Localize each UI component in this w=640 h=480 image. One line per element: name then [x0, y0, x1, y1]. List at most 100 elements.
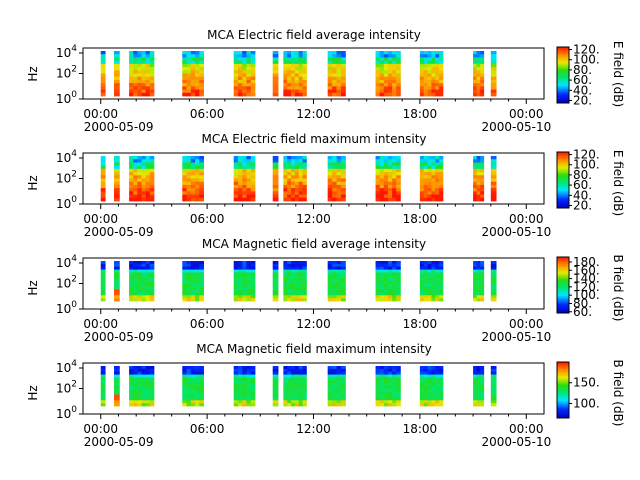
- spectrogram-cell: [480, 172, 485, 176]
- spectrogram-cell: [298, 283, 303, 288]
- spectrogram-cell: [383, 397, 389, 401]
- spectrogram-cell: [392, 92, 397, 97]
- colorbar-segment: [557, 163, 569, 165]
- spectrogram-cell: [272, 377, 279, 381]
- spectrogram-cell: [137, 188, 142, 192]
- spectrogram-cell: [435, 89, 440, 94]
- spectrogram-cell: [336, 286, 342, 290]
- spectrogram-cell: [149, 159, 155, 163]
- spectrogram-cell: [480, 51, 485, 55]
- colorbar-tick-label: 60.: [573, 73, 592, 87]
- spectrogram-cell: [294, 298, 300, 302]
- spectrogram-cell: [387, 278, 393, 282]
- spectrogram-cell: [250, 60, 256, 65]
- spectrogram-cell: [476, 295, 481, 299]
- spectrogram-cell: [242, 377, 247, 381]
- spectrogram-cell: [199, 403, 204, 407]
- spectrogram-cell: [133, 83, 138, 87]
- colorbar-segment: [557, 257, 569, 259]
- spectrogram-cell: [199, 73, 204, 78]
- spectrogram-cell: [233, 60, 239, 65]
- spectrogram-cell: [287, 403, 292, 407]
- spectrogram-cell: [375, 86, 381, 90]
- spectrogram-cell: [423, 83, 428, 87]
- spectrogram-cell: [100, 76, 106, 81]
- spectrogram-cell: [375, 368, 381, 373]
- y-tick-label: 102: [56, 275, 77, 291]
- spectrogram-cell: [383, 388, 389, 393]
- spectrogram-cell: [490, 298, 497, 302]
- colorbar-segment: [557, 61, 569, 63]
- spectrogram-cell: [129, 295, 134, 299]
- spectrogram-cell: [298, 391, 303, 395]
- spectrogram-cell: [431, 156, 436, 160]
- spectrogram-cell: [272, 175, 279, 179]
- spectrogram-cell: [141, 261, 147, 265]
- spectrogram-cell: [439, 184, 444, 189]
- spectrogram-cell: [141, 70, 147, 74]
- spectrogram-cell: [340, 184, 346, 189]
- colorbar-label: B field (dB): [611, 360, 625, 427]
- spectrogram-cell: [250, 76, 256, 81]
- colorbar-segment: [557, 402, 569, 405]
- spectrogram-cell: [419, 380, 425, 384]
- spectrogram-cell: [287, 278, 292, 282]
- spectrogram-cell: [246, 281, 252, 285]
- spectrogram-cell: [375, 366, 381, 370]
- spectrogram-cell: [419, 92, 425, 97]
- spectrogram-cell: [137, 168, 142, 173]
- spectrogram-cell: [379, 67, 385, 71]
- spectrogram-cell: [199, 86, 204, 90]
- colorbar-tick-label: 180.: [573, 255, 600, 269]
- spectrogram-cell: [291, 371, 296, 375]
- spectrogram-cell: [435, 162, 440, 167]
- spectrogram-cell: [133, 272, 138, 276]
- spectrogram-cell: [332, 92, 337, 97]
- spectrogram-cell: [242, 51, 247, 55]
- spectrogram-cell: [375, 73, 381, 78]
- spectrogram-cell: [439, 366, 444, 370]
- spectrogram-cell: [473, 383, 478, 387]
- spectrogram-cell: [100, 184, 106, 189]
- colorbar-segment: [557, 258, 569, 261]
- spectrogram-cell: [294, 391, 300, 395]
- spectrogram-cell: [423, 289, 428, 293]
- spectrogram-cell: [242, 263, 247, 268]
- spectrogram-cell: [473, 184, 478, 189]
- spectrogram-cell: [287, 184, 292, 189]
- spectrogram-cell: [199, 188, 204, 192]
- spectrogram-cell: [182, 57, 187, 62]
- spectrogram-cell: [480, 374, 485, 378]
- spectrogram-cell: [141, 57, 147, 62]
- spectrogram-cell: [387, 181, 393, 186]
- spectrogram-cell: [272, 194, 279, 199]
- spectrogram-cell: [114, 263, 120, 268]
- spectrogram-cell: [302, 266, 307, 270]
- spectrogram-cell: [100, 400, 106, 404]
- spectrogram-cell: [199, 278, 204, 282]
- spectrogram-cell: [490, 380, 497, 384]
- spectrogram-cell: [250, 272, 256, 276]
- spectrogram-cell: [435, 266, 440, 270]
- spectrogram-cell: [283, 368, 288, 373]
- spectrogram-cell: [291, 272, 296, 276]
- spectrogram-cell: [250, 86, 256, 90]
- spectrogram-cell: [133, 156, 138, 160]
- spectrogram-cell: [302, 403, 307, 407]
- spectrogram-cell: [431, 168, 436, 173]
- spectrogram-cell: [246, 57, 252, 62]
- spectrogram-cell: [182, 168, 187, 173]
- colorbar-segment: [557, 55, 569, 58]
- spectrogram-cell: [233, 54, 239, 58]
- spectrogram-cell: [340, 386, 346, 390]
- spectrogram-cell: [387, 374, 393, 378]
- spectrogram-cell: [419, 168, 425, 173]
- spectrogram-cell: [182, 67, 187, 71]
- spectrogram-cell: [473, 57, 478, 62]
- spectrogram-cell: [375, 272, 381, 276]
- spectrogram-cell: [476, 63, 481, 68]
- spectrogram-cell: [473, 397, 478, 401]
- spectrogram-cell: [387, 366, 393, 370]
- spectrogram-cell: [195, 159, 200, 163]
- x-date-label: 2000-05-10: [482, 225, 552, 239]
